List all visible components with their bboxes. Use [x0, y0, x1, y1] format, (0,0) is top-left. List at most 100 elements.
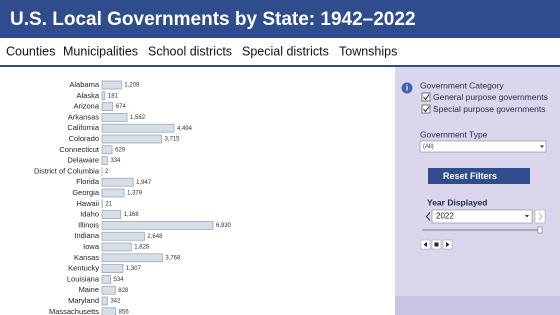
tab[interactable]: Special districts [242, 44, 329, 58]
category-label: Hawaii [76, 199, 99, 208]
value-label: 1,208 [124, 83, 140, 89]
year-dropdown[interactable] [431, 209, 533, 224]
tab[interactable]: Counties [6, 44, 55, 58]
value-label: 828 [118, 288, 129, 294]
bar [101, 242, 132, 252]
category-label: Georgia [72, 188, 100, 197]
value-label: 2,648 [147, 234, 163, 240]
checkbox[interactable] [421, 92, 431, 102]
category-label: Louisiana [67, 274, 100, 283]
reset-label: Reset Filters [443, 171, 497, 181]
category-label: Indiana [74, 231, 99, 240]
info-icon[interactable] [401, 82, 413, 94]
value-label: 674 [116, 104, 127, 110]
category-label: Kansas [74, 253, 99, 262]
dropdown-arrow [525, 215, 529, 218]
bar [101, 275, 111, 284]
category-label: Maine [79, 285, 99, 294]
year-label: Year Displayed [427, 197, 487, 207]
value-label: 1,826 [134, 245, 150, 251]
next-arrow [538, 212, 543, 221]
reset-button[interactable] [428, 168, 530, 184]
checkbox[interactable] [421, 104, 431, 114]
value-label: 6,930 [216, 223, 232, 229]
tab[interactable]: Townships [339, 44, 397, 58]
category-label: Iowa [83, 242, 100, 251]
category-label: Florida [76, 177, 100, 186]
year-value: 2022 [436, 212, 454, 221]
bar [101, 91, 106, 101]
checkmark [423, 106, 430, 113]
bar [101, 156, 108, 165]
slider-knob[interactable] [537, 226, 543, 234]
tab[interactable]: Municipalities [63, 44, 138, 58]
value-label: 629 [115, 147, 126, 153]
checkbox-box[interactable] [421, 104, 431, 114]
value-label: 4,494 [177, 126, 193, 132]
tab-underline [0, 65, 560, 67]
tab-bar: Counties Municipalities School districts Sp… [6, 44, 397, 58]
panel-footer [395, 296, 560, 315]
value-label: 534 [114, 277, 125, 283]
value-label: 2 [105, 169, 109, 175]
value-label: 1,947 [136, 180, 152, 186]
category-label: District of Columbia [34, 166, 100, 175]
category-label: Illinois [78, 220, 99, 229]
bar [101, 80, 122, 90]
bar [101, 188, 125, 198]
category-label: Alabama [69, 80, 99, 89]
category-label: Government Category [420, 80, 504, 90]
value-label: 3,715 [165, 137, 181, 143]
prev-year[interactable] [425, 212, 431, 221]
type-dropdown[interactable] [419, 140, 547, 153]
value-label: 334 [110, 158, 121, 164]
checkbox-label[interactable]: General purpose governments [433, 92, 548, 102]
info-glyph: i [406, 84, 408, 93]
back-glyph [423, 242, 427, 247]
bar-chart: Alabama 1,208 Alaska 181 Arizona 674 Arkansas 1… [34, 80, 232, 315]
bar [101, 102, 114, 111]
value-label: 342 [110, 299, 121, 305]
category-label: Arkansas [68, 112, 100, 121]
bar [101, 231, 145, 241]
bar [101, 307, 117, 315]
category-label: Colorado [69, 134, 99, 143]
tab[interactable]: School districts [148, 44, 232, 58]
bar [101, 134, 162, 144]
value-label: 856 [119, 309, 130, 315]
bar [101, 221, 214, 230]
category-label: Idaho [80, 210, 99, 219]
category-label: Massachusetts [49, 307, 99, 315]
bar [101, 296, 108, 306]
value-label: 1,562 [130, 115, 146, 121]
bar [101, 113, 128, 122]
category-label: Alaska [76, 91, 99, 100]
category-label: Delaware [67, 156, 99, 165]
value-label: 1,379 [127, 191, 143, 197]
checkbox-box[interactable] [421, 92, 431, 102]
bar [101, 177, 134, 187]
page-title: U.S. Local Governments by State: 1942–20… [10, 9, 416, 30]
category-label: California [67, 123, 100, 132]
value-label: 21 [105, 201, 112, 207]
dropdown-arrow [540, 145, 544, 148]
category-label: Connecticut [59, 145, 100, 154]
checkmark [423, 94, 430, 101]
type-label: Government Type [420, 129, 488, 139]
bar [101, 145, 113, 155]
checkbox-label[interactable]: Special purpose governments [433, 104, 545, 114]
next-year[interactable] [534, 209, 546, 224]
bar [101, 210, 122, 219]
bar [101, 285, 116, 295]
bar [101, 264, 124, 273]
play-glyph [446, 242, 450, 247]
value-label: 3,768 [165, 255, 181, 261]
bar [101, 123, 175, 133]
category-label: Maryland [68, 296, 99, 305]
category-label: Kentucky [68, 264, 99, 273]
type-value: (All) [423, 144, 434, 150]
stop-glyph [434, 242, 439, 247]
value-label: 1,307 [126, 266, 142, 272]
category-label: Arizona [74, 102, 100, 111]
